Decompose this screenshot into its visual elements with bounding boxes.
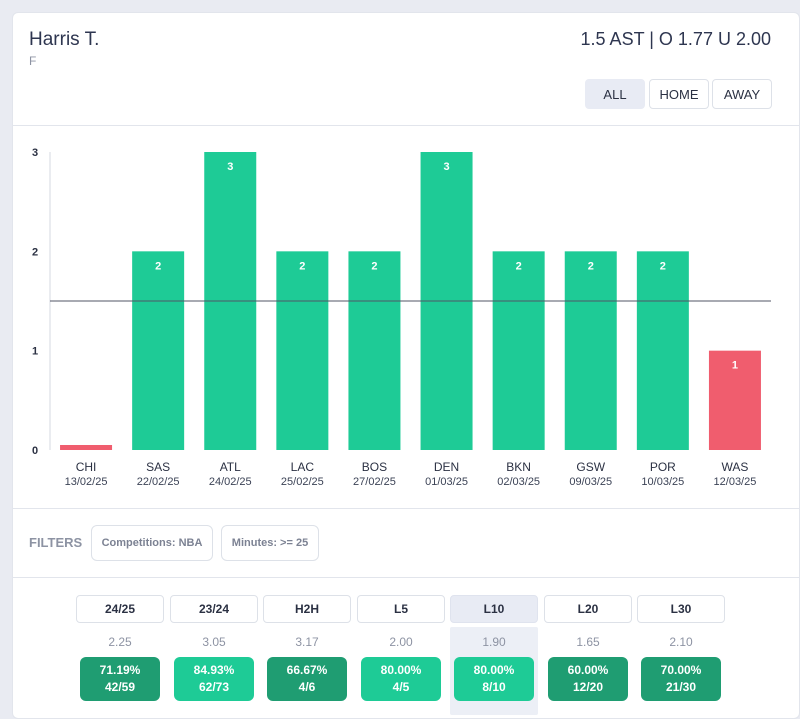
period-average: 3.05 — [202, 635, 226, 649]
x-category-label: BKN — [506, 460, 531, 474]
period-tab-2324[interactable]: 23/24 — [170, 595, 258, 623]
x-date-label: 27/02/25 — [353, 476, 396, 488]
x-date-label: 09/03/25 — [569, 476, 612, 488]
period-hit-rate: 80.00% 4/5 — [361, 657, 441, 701]
bar-value-label: 2 — [588, 260, 594, 272]
period-hit-rate: 84.93% 62/73 — [174, 657, 254, 701]
period-tab-l5[interactable]: L5 — [357, 595, 445, 623]
period-tab-2425[interactable]: 24/25 — [76, 595, 164, 623]
bar — [348, 251, 401, 450]
x-date-label: 12/03/25 — [714, 476, 757, 488]
y-tick-label: 0 — [32, 445, 38, 457]
divider — [13, 577, 799, 578]
x-category-label: SAS — [146, 460, 170, 474]
period-tab-h2h[interactable]: H2H — [263, 595, 351, 623]
x-date-label: 22/02/25 — [137, 476, 180, 488]
bar — [60, 445, 113, 450]
x-category-label: DEN — [434, 460, 459, 474]
x-date-label: 01/03/25 — [425, 476, 468, 488]
period-tab-l30[interactable]: L30 — [637, 595, 725, 623]
hit-rate-percent: 80.00% — [473, 663, 515, 677]
bar — [708, 350, 761, 450]
x-category-label: BOS — [362, 460, 387, 474]
period-average: 2.25 — [108, 635, 132, 649]
filter-chip-minutes[interactable]: Minutes: >= 25 — [221, 525, 319, 561]
period-average: 3.17 — [295, 635, 319, 649]
hit-rate-percent: 71.19% — [99, 663, 141, 677]
hit-rate-ratio: 42/59 — [104, 680, 136, 694]
x-date-label: 10/03/25 — [641, 476, 684, 488]
period-average: 2.00 — [389, 635, 413, 649]
bar-value-label: 2 — [371, 260, 377, 272]
bar — [276, 251, 329, 450]
period-hit-rate: 60.00% 12/20 — [548, 657, 628, 701]
x-category-label: POR — [650, 460, 676, 474]
x-category-label: CHI — [76, 460, 97, 474]
hit-rate-percent: 60.00% — [567, 663, 609, 677]
period-hit-rate: 66.67% 4/6 — [267, 657, 347, 701]
x-date-label: 24/02/25 — [209, 476, 252, 488]
bar-value-label: 3 — [227, 161, 233, 173]
hit-rate-percent: 70.00% — [660, 663, 702, 677]
player-name: Harris T. — [29, 29, 100, 50]
bar-value-label: 3 — [443, 161, 449, 173]
player-prop-card: Harris T. F 1.5 AST | O 1.77 U 2.00 ALL … — [12, 12, 800, 719]
filters-label: FILTERS — [29, 535, 83, 550]
venue-filter-away[interactable]: AWAY — [712, 79, 772, 109]
bar-value-label: 2 — [155, 260, 161, 272]
x-category-label: ATL — [220, 460, 241, 474]
bar — [564, 251, 617, 450]
bar-value-label: 1 — [732, 360, 738, 372]
x-date-label: 25/02/25 — [281, 476, 324, 488]
hit-rate-ratio: 62/73 — [198, 680, 230, 694]
bar — [636, 251, 689, 450]
x-category-label: GSW — [576, 460, 605, 474]
period-average: 1.90 — [482, 635, 506, 649]
hit-rate-ratio: 21/30 — [665, 680, 697, 694]
y-tick-label: 1 — [32, 346, 38, 358]
player-position: F — [29, 54, 37, 68]
hit-rate-ratio: 4/5 — [392, 680, 410, 694]
x-date-label: 13/02/25 — [65, 476, 108, 488]
period-tab-l20[interactable]: L20 — [544, 595, 632, 623]
hit-rate-ratio: 8/10 — [482, 680, 506, 694]
hit-rate-percent: 84.93% — [193, 663, 235, 677]
period-average: 2.10 — [669, 635, 693, 649]
period-hit-rate: 70.00% 21/30 — [641, 657, 721, 701]
period-hit-rate: 80.00% 8/10 — [454, 657, 534, 701]
x-date-label: 02/03/25 — [497, 476, 540, 488]
y-tick-label: 3 — [32, 147, 38, 159]
assists-bar-chart: 0 1 2 3 CHI 13/02/25 2 SAS 22/02/25 3 ATL 24/02/25 2… — [32, 147, 771, 488]
venue-filter-all[interactable]: ALL — [585, 79, 645, 109]
bar — [132, 251, 185, 450]
venue-filter-home[interactable]: HOME — [649, 79, 709, 109]
x-category-label: WAS — [722, 460, 749, 474]
period-average: 1.65 — [576, 635, 600, 649]
period-hit-rate: 71.19% 42/59 — [80, 657, 160, 701]
y-tick-label: 2 — [32, 246, 38, 258]
bar-value-label: 2 — [516, 260, 522, 272]
bar — [492, 251, 545, 450]
filter-chip-competitions[interactable]: Competitions: NBA — [91, 525, 213, 561]
divider — [13, 125, 799, 126]
bar-value-label: 2 — [299, 260, 305, 272]
x-category-label: LAC — [291, 460, 315, 474]
hit-rate-ratio: 12/20 — [572, 680, 604, 694]
hit-rate-percent: 66.67% — [286, 663, 328, 677]
hit-rate-ratio: 4/6 — [298, 680, 316, 694]
hit-rate-percent: 80.00% — [380, 663, 422, 677]
bar-value-label: 2 — [660, 260, 666, 272]
market-line: 1.5 AST | O 1.77 U 2.00 — [580, 29, 771, 49]
divider — [13, 508, 799, 509]
period-tab-l10[interactable]: L10 — [450, 595, 538, 623]
